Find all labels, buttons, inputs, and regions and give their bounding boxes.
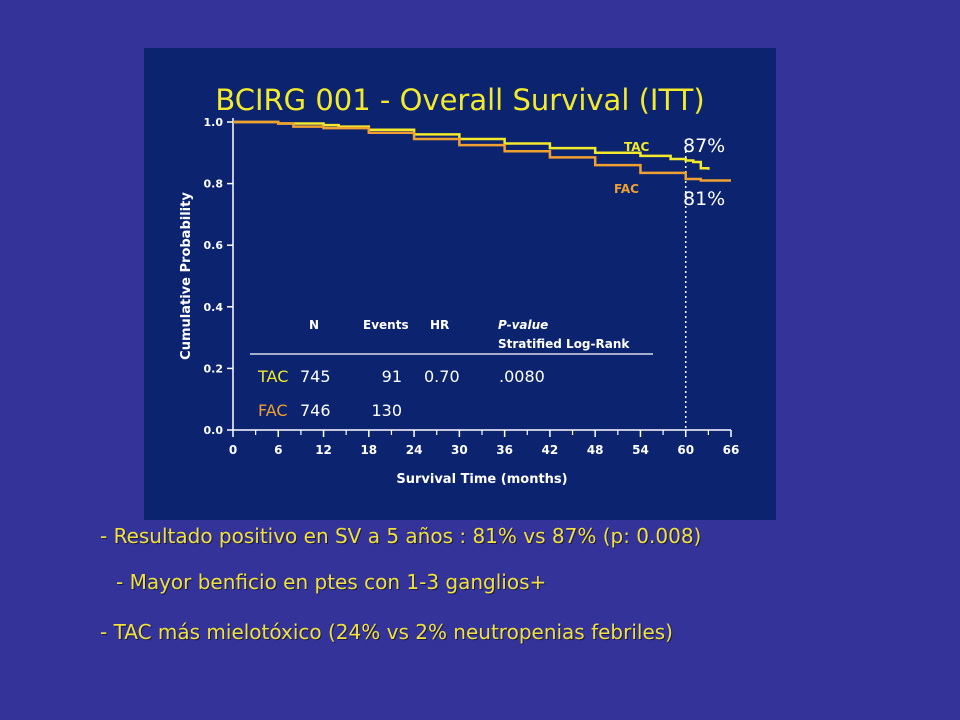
bullet-benefit: - Mayor benficio en ptes con 1-3 ganglio…	[116, 570, 547, 594]
y-tick-label: 0.2	[204, 362, 224, 375]
y-tick-label: 0.4	[204, 301, 224, 314]
table-events: 130	[371, 401, 402, 420]
x-tick-label: 6	[274, 443, 282, 457]
table-arm-tac: TAC	[257, 367, 288, 386]
series-label-tac: TAC	[624, 140, 650, 154]
x-tick-label: 60	[677, 443, 694, 457]
y-tick-label: 0.0	[204, 424, 224, 437]
y-tick-label: 0.6	[204, 239, 224, 252]
table-pvalue: .0080	[499, 367, 545, 386]
chart-panel: BCIRG 001 - Overall Survival (ITT) 0.0 0.2…	[144, 48, 776, 520]
x-tick-label: 48	[587, 443, 604, 457]
table-n: 745	[300, 367, 331, 386]
y-tick-label: 1.0	[204, 116, 224, 129]
x-tick-label: 24	[406, 443, 423, 457]
table-header-pvalue: P-value	[498, 318, 548, 332]
table-n: 746	[300, 401, 331, 420]
x-tick-label: 42	[542, 443, 559, 457]
table-header-n: N	[309, 318, 319, 332]
survival-chart: BCIRG 001 - Overall Survival (ITT) 0.0 0.2…	[179, 83, 740, 487]
x-tick-label: 0	[229, 443, 237, 457]
bullet-toxicity: - TAC más mielotóxico (24% vs 2% neutrop…	[100, 620, 673, 644]
chart-title: BCIRG 001 - Overall Survival (ITT)	[215, 83, 704, 117]
table-header-events: Events	[363, 318, 409, 332]
x-tick-label: 18	[360, 443, 377, 457]
table-events: 91	[382, 367, 402, 386]
bullet-result: - Resultado positivo en SV a 5 años : 81…	[100, 524, 702, 548]
end-label-tac: 87%	[683, 135, 725, 157]
table-header-logrank: Stratified Log-Rank	[498, 337, 630, 351]
series-line-fac	[233, 120, 731, 182]
x-tick-label: 66	[723, 443, 740, 457]
y-tick-label: 0.8	[204, 178, 224, 191]
x-tick-label: 54	[632, 443, 649, 457]
series-line-tac	[233, 120, 710, 170]
series-label-fac: FAC	[614, 182, 639, 196]
x-axis-label: Survival Time (months)	[396, 472, 567, 487]
x-tick-label: 36	[496, 443, 513, 457]
table-hr: 0.70	[424, 367, 460, 386]
x-tick-label: 30	[451, 443, 468, 457]
table-arm-fac: FAC	[258, 401, 288, 420]
y-axis-label: Cumulative Probability	[179, 192, 194, 360]
end-label-fac: 81%	[683, 188, 725, 210]
x-tick-label: 12	[315, 443, 332, 457]
table-header-hr: HR	[430, 318, 449, 332]
